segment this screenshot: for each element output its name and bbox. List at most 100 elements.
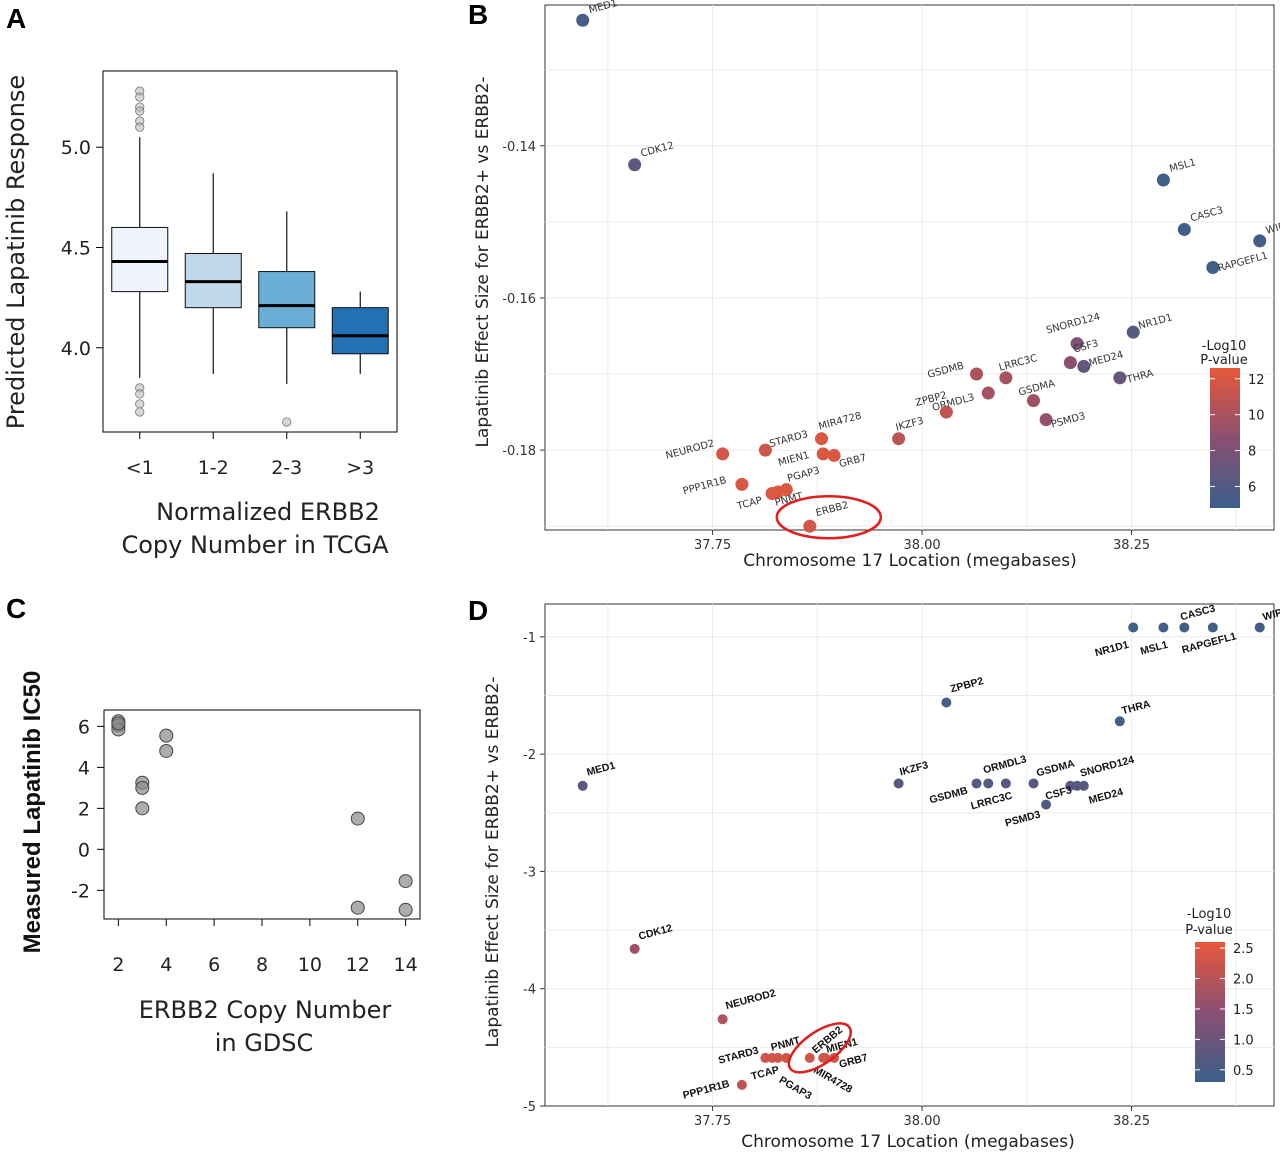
- data-point: [398, 902, 413, 917]
- point-zpbp2: [941, 697, 952, 708]
- x-axis-title: Chromosome 17 Location (megabases): [743, 551, 1077, 571]
- point-msl1: [1156, 173, 1170, 187]
- point-med1: [576, 13, 590, 27]
- point-gsdma: [1027, 394, 1041, 408]
- y-tick-label: -0.14: [502, 140, 536, 155]
- legend-tick-label: 10: [1248, 409, 1265, 424]
- point-msl1: [1158, 622, 1169, 633]
- point-thra: [1113, 371, 1127, 385]
- point-thra: [1114, 716, 1125, 727]
- x-tick-label: 2-3: [271, 457, 302, 479]
- point-mien1: [816, 447, 830, 461]
- point-gsdmb: [970, 367, 984, 381]
- x-tick-label: 37.75: [694, 538, 731, 553]
- y-tick-label: -0.18: [502, 444, 536, 459]
- x-tick-label: 37.75: [694, 1114, 731, 1129]
- x-tick-label: 12: [346, 954, 370, 976]
- point-ikzf3: [893, 778, 904, 789]
- point-cdk12: [629, 943, 640, 954]
- point-wipf2: [1253, 234, 1267, 248]
- y-tick-label: 2: [78, 798, 90, 820]
- box: [111, 226, 169, 293]
- point-mir4728: [815, 432, 829, 446]
- y-tick-label: -3: [523, 865, 536, 880]
- point-nr1d1: [1128, 622, 1139, 633]
- point-ppp1r1b: [736, 1079, 747, 1090]
- outlier-point: [282, 417, 292, 427]
- point-neurod2: [717, 1014, 728, 1025]
- point-rapgefl1: [1206, 261, 1220, 274]
- x-axis-title: Copy Number in TCGA: [121, 531, 389, 559]
- legend-title: P-value: [1200, 353, 1247, 368]
- point-cdk12: [628, 158, 642, 172]
- x-tick-label: 1-2: [198, 457, 229, 479]
- y-axis-title: Lapatinib Effect Size for ERBB2+ vs ERBB…: [483, 676, 503, 1047]
- legend-tick-label: 12: [1248, 373, 1265, 388]
- x-tick-label: 38.25: [1113, 1114, 1150, 1129]
- y-tick-label: 4.5: [61, 237, 91, 259]
- outlier-point: [135, 407, 145, 417]
- data-point: [111, 716, 126, 731]
- outlier-point: [135, 106, 145, 116]
- legend-tick-label: 8: [1248, 445, 1256, 460]
- erbb2-highlight-ring: [787, 1022, 852, 1074]
- point-lrrc3c: [1000, 778, 1011, 789]
- legend-tick-label: 1.5: [1233, 1003, 1254, 1018]
- outlier-point: [135, 122, 145, 132]
- y-tick-label: -5: [523, 1100, 536, 1115]
- data-point: [350, 900, 365, 915]
- y-tick-label: 5.0: [61, 137, 91, 159]
- x-tick-label: 38.00: [903, 538, 940, 553]
- panel-letter-d: D: [468, 595, 488, 626]
- point-grb7: [827, 448, 841, 462]
- x-axis-title: Normalized ERBB2: [156, 498, 380, 526]
- point-erbb2: [804, 1052, 815, 1063]
- y-tick-label: -2: [523, 748, 536, 763]
- data-point: [159, 728, 174, 743]
- y-tick-label: 0: [78, 839, 90, 861]
- point-med24: [1078, 780, 1089, 791]
- y-tick-label: 6: [78, 716, 90, 738]
- panel-letter-b: B: [468, 0, 488, 30]
- y-tick-label: -1: [523, 631, 536, 646]
- y-tick-label: -0.16: [502, 292, 536, 307]
- plot-frame: [544, 603, 1275, 1107]
- point-pnmt: [772, 1052, 783, 1063]
- box: [331, 307, 389, 355]
- point-casc3: [1179, 622, 1190, 633]
- outlier-point: [135, 92, 145, 102]
- point-ppp1r1b: [735, 477, 749, 491]
- legend-tick-label: 6: [1248, 480, 1256, 495]
- x-tick-label: >3: [346, 457, 374, 479]
- x-tick-label: 38.00: [903, 1114, 940, 1129]
- point-med24: [1077, 359, 1091, 373]
- data-point: [135, 801, 150, 816]
- erbb2-highlight-ring: [775, 494, 883, 540]
- legend-title: -Log10: [1187, 907, 1231, 922]
- point-ikzf3: [892, 432, 906, 446]
- point-mir4728: [819, 1052, 830, 1063]
- x-tick-label: 4: [160, 954, 172, 976]
- point-casc3: [1177, 222, 1191, 236]
- x-axis-title: in GDSC: [215, 1029, 314, 1057]
- point-nr1d1: [1126, 325, 1140, 339]
- legend-colorbar: [1210, 368, 1240, 508]
- legend-colorbar: [1195, 942, 1225, 1082]
- legend-tick-label: 2.5: [1233, 942, 1254, 957]
- point-rapgefl1: [1207, 622, 1218, 633]
- x-axis-title: ERBB2 Copy Number: [139, 996, 392, 1024]
- panel-a-boxplot: 4.0 4.5 5.0 <1 1-2 2-3 >3 Normalized ERBB2 Copy …: [2, 70, 398, 559]
- point-tcap: [765, 486, 779, 500]
- x-tick-label: 8: [256, 954, 268, 976]
- panel-letter-c: C: [6, 593, 26, 624]
- point-csf3: [1063, 356, 1077, 370]
- panel-letter-a: A: [6, 3, 26, 34]
- y-tick-label: 4: [78, 757, 90, 779]
- x-tick-label: 38.25: [1113, 538, 1150, 553]
- x-tick-label: <1: [126, 457, 154, 479]
- panel-b-scatter: 37.75 38.00 38.25-0.14-0.16-0.18MED1CDK12M…: [473, 0, 1280, 571]
- y-tick-label: -2: [71, 880, 90, 902]
